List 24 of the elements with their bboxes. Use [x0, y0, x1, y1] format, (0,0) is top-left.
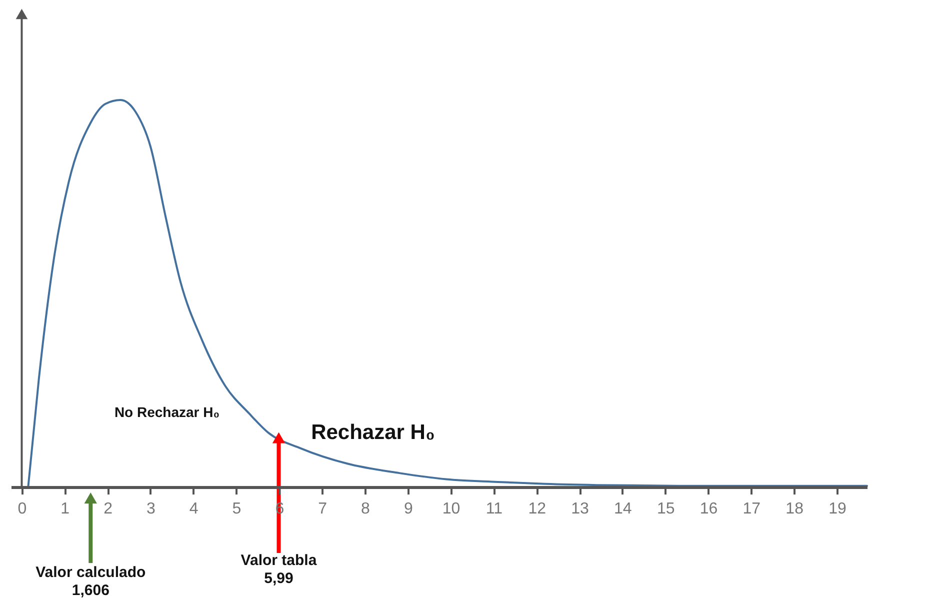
x-tick-label: 4	[189, 500, 198, 518]
x-tick-label: 0	[18, 500, 27, 518]
x-tick-label: 7	[318, 500, 328, 518]
x-tick-label: 19	[828, 500, 846, 518]
x-tick-label: 1	[60, 500, 70, 518]
annotation: Rechazar H₀	[311, 421, 435, 444]
annotation: No Rechazar H₀	[114, 404, 220, 420]
x-tick-label: 12	[528, 500, 546, 518]
x-tick-label: 2	[104, 500, 113, 518]
x-tick-label: 9	[404, 500, 413, 518]
x-tick-label: 17	[742, 500, 761, 518]
x-tick-label: 3	[146, 500, 156, 518]
x-tick-label: 8	[361, 500, 370, 518]
x-tick-label: 14	[614, 500, 632, 518]
x-tick-label: 15	[656, 500, 675, 518]
x-tick-label: 5	[232, 500, 242, 518]
x-tick-label: 13	[571, 500, 590, 518]
x-tick-label: 6	[275, 500, 284, 518]
x-tick-label: 18	[786, 500, 804, 518]
x-tick-label: 10	[442, 500, 460, 518]
x-tick-label: 11	[486, 500, 503, 518]
ref-line-label: Valor calculado 1,606	[36, 564, 146, 599]
x-tick-label: 16	[700, 500, 718, 518]
ref-line-label: Valor tabla 5,99	[240, 552, 318, 587]
